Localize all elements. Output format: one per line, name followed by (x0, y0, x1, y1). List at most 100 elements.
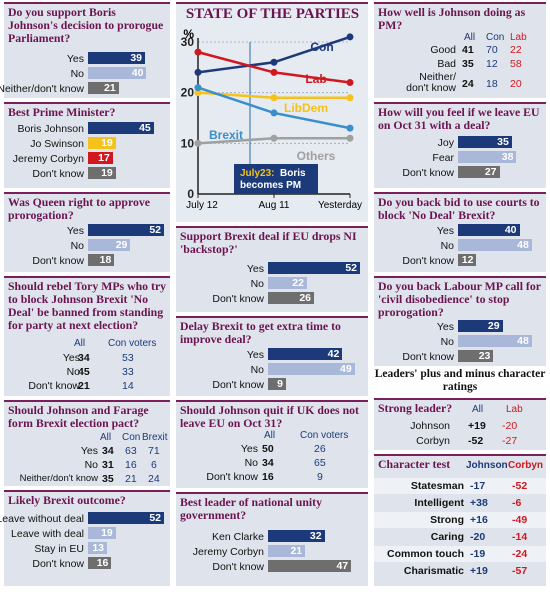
value-all: -52 (468, 435, 484, 447)
value-lab: 58 (510, 58, 522, 70)
bar: 16 (88, 557, 112, 569)
bar: 19 (88, 167, 116, 179)
row-label: Don't know (28, 380, 80, 392)
row-label: Neither/ don't know (406, 71, 456, 94)
bar: 49 (268, 363, 355, 375)
character-row: Common touch -19 -24 (374, 546, 546, 562)
value-con: 14 (122, 380, 134, 392)
x-tick-label: Yesterday (318, 200, 362, 211)
bar-row: Leave with deal 19 (4, 527, 170, 541)
ratings-title: Leaders' plus and minus character rating… (374, 368, 546, 393)
panel-delay-brexit: Delay Brexit to get extra time to improv… (176, 316, 368, 396)
trait-label: Strong (430, 514, 464, 526)
row-label: No (66, 366, 80, 378)
bar: 52 (88, 512, 164, 524)
bar: 26 (268, 292, 314, 304)
bar-row: Stay in EU 13 (4, 542, 170, 556)
value-brexit: 6 (151, 459, 157, 471)
table-pact: All Con Brexit Yes 34 63 71 No 31 16 6 N… (4, 432, 170, 488)
bar: 40 (88, 67, 147, 79)
question-title: Should rebel Tory MPs who try to block J… (8, 279, 167, 332)
chart-title: STATE OF THE PARTIES (185, 6, 360, 22)
bar-label: Don't know (32, 558, 84, 570)
value-con: 65 (314, 457, 326, 469)
bar: 19 (88, 527, 116, 539)
bar-label: Neither/don't know (0, 83, 84, 95)
bar: 40 (458, 224, 520, 236)
bar: 22 (268, 277, 307, 289)
bar-label: Don't know (402, 351, 454, 363)
bar-row: No 49 (176, 363, 368, 377)
panel-backstop: Support Brexit deal if EU drops NI 'back… (176, 226, 368, 312)
corbyn-score: -24 (512, 548, 528, 560)
annotation-date: July23: (240, 168, 274, 179)
bar: 32 (268, 530, 325, 542)
data-point (194, 89, 202, 97)
value-all: 24 (462, 78, 474, 90)
data-point (194, 139, 202, 147)
bar-row: No 40 (4, 67, 170, 81)
data-point (270, 58, 278, 66)
question-title: Likely Brexit outcome? (8, 493, 126, 507)
bar-label: Leave with deal (11, 528, 84, 540)
table-johnson-pm: All Con Lab Good 41 70 22 Bad 35 12 58 N… (374, 32, 546, 98)
panel-unity-leader: Best leader of national unity government… (176, 492, 368, 586)
bar: 52 (268, 262, 360, 274)
header-all: All (74, 338, 86, 349)
bar-label: Yes (436, 321, 454, 333)
value-all: 21 (78, 380, 90, 392)
column-left: Do you support Boris Johnson's decision … (0, 0, 170, 600)
header-all: All (264, 430, 276, 441)
question-title: Delay Brexit to get extra time to improv… (180, 319, 341, 346)
value-all: 41 (462, 44, 474, 56)
character-row: Statesman -17 -52 (374, 478, 546, 494)
panel-johnson-quit: Should Johnson quit if UK does not leave… (176, 400, 368, 488)
data-point (346, 134, 354, 142)
panel-prorogue-support: Do you support Boris Johnson's decision … (0, 2, 170, 98)
data-point (270, 68, 278, 76)
data-point (346, 79, 354, 87)
row-label: Yes (62, 352, 80, 364)
header-lab: Lab (510, 32, 527, 43)
trait-label: Charismatic (403, 565, 464, 577)
table-rebel: All Con voters Yes 34 53 No 45 33 Don't … (4, 338, 170, 396)
bar: 19 (88, 137, 116, 149)
corbyn-score: -57 (512, 565, 528, 577)
row-label: Yes (240, 443, 258, 455)
data-point (346, 124, 354, 132)
bar: 27 (458, 166, 500, 178)
bar: 12 (458, 254, 477, 266)
character-row: Intelligent +38 -6 (374, 495, 546, 511)
bar-label: Stay in EU (34, 543, 84, 555)
bar: 45 (88, 122, 154, 134)
data-point (346, 94, 354, 102)
johnson-score: +19 (470, 565, 488, 577)
bar-row: Don't know 12 (374, 254, 546, 268)
data-point (270, 109, 278, 117)
annotation-box (234, 164, 318, 194)
bar-label: Don't know (402, 255, 454, 267)
series-label: Con (310, 40, 333, 54)
series-label: Lab (305, 72, 326, 86)
bar-row: Don't know 18 (4, 254, 170, 268)
panel-queen-right: Was Queen right to approve prorogation? … (4, 192, 170, 272)
bar-row: Yes 42 (176, 348, 368, 362)
bar-row: Jeremy Corbyn 21 (176, 545, 368, 559)
value-all: 50 (262, 443, 274, 455)
header-con: Con voters (108, 338, 157, 349)
value-all: 45 (78, 366, 90, 378)
bar: 35 (458, 136, 512, 148)
series-label: LibDem (284, 101, 328, 115)
bar-label: No (70, 68, 84, 80)
value-lab: -20 (502, 420, 518, 432)
panel-leave-feeling: How will you feel if we leave EU on Oct … (374, 102, 546, 188)
bar: 9 (268, 378, 286, 390)
bar-label: Jo Swinson (30, 138, 84, 150)
x-tick-label: July 12 (186, 200, 218, 211)
value-con: 12 (486, 58, 498, 70)
johnson-score: +38 (470, 497, 488, 509)
row-label: Neither/don't know (19, 473, 98, 484)
panel-farage-pact: Should Johnson and Farage form Brexit el… (4, 400, 170, 486)
panel-state-of-parties: STATE OF THE PARTIES 0 10 20 30% July 12 Aug … (176, 2, 368, 222)
question-title: Should Johnson quit if UK does not leave… (180, 403, 359, 430)
